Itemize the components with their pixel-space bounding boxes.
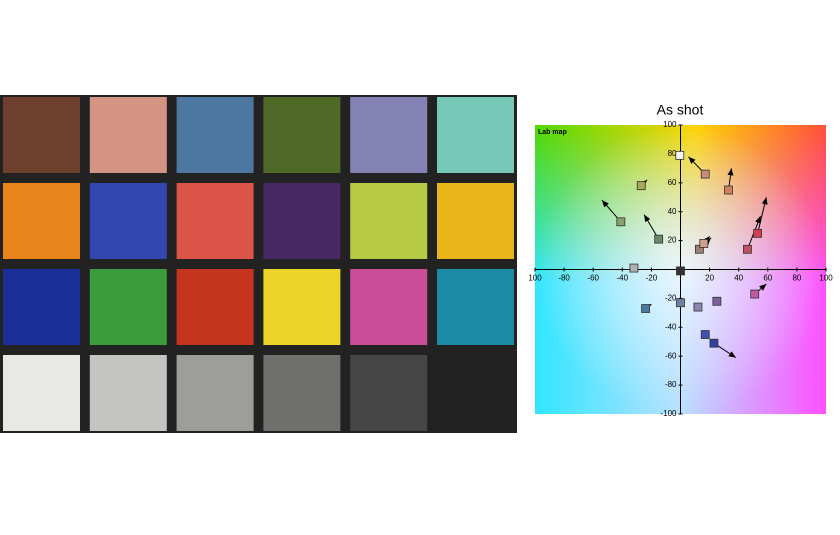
y-tick-label: 60 — [668, 178, 677, 187]
swatch — [437, 355, 514, 431]
x-tick-label: 80 — [792, 274, 801, 283]
patch-point — [616, 217, 626, 227]
patch-point — [675, 150, 685, 160]
checker-frame — [0, 95, 517, 433]
swatch — [3, 183, 80, 259]
swatch — [437, 183, 514, 259]
swatch — [263, 183, 341, 259]
patch-point — [700, 330, 710, 339]
swatch — [176, 355, 254, 431]
swatch — [3, 97, 80, 173]
patch-point — [724, 185, 733, 195]
swatch — [263, 97, 341, 173]
y-tick-label: 20 — [668, 236, 677, 245]
y-tick-label: -40 — [665, 322, 677, 331]
x-tick-label: 20 — [705, 274, 714, 283]
swatch — [263, 355, 341, 431]
swatch — [350, 97, 428, 173]
x-tick-label: 40 — [734, 274, 743, 283]
swatch — [263, 269, 341, 345]
chart-title: As shot — [657, 102, 704, 118]
swatch — [3, 269, 80, 345]
shift-arrow — [757, 197, 768, 234]
x-tick-label: -20 — [646, 274, 658, 283]
swatch — [89, 97, 167, 173]
x-tick-label: 100 — [528, 274, 542, 283]
y-tick-label: -60 — [665, 351, 677, 360]
color-checker — [3, 97, 514, 431]
y-tick-label: 40 — [668, 207, 677, 216]
x-tick-label: -40 — [617, 274, 629, 283]
x-tick-label: 100 — [819, 274, 833, 283]
swatch — [176, 97, 254, 173]
x-tick-label: -60 — [587, 274, 599, 283]
x-tick-label: 60 — [763, 274, 772, 283]
y-tick-label: -80 — [665, 380, 677, 389]
y-tick-label: 80 — [668, 149, 677, 158]
patch-point — [629, 263, 639, 273]
annotation: Lab map — [538, 129, 567, 136]
patch-point — [709, 338, 719, 348]
y-tick-label: 100 — [663, 120, 677, 129]
patch-point — [700, 169, 710, 179]
patch-point — [743, 244, 752, 254]
patch-point — [676, 298, 685, 308]
swatch — [437, 269, 514, 345]
swatch — [350, 183, 428, 259]
patch-point — [654, 234, 664, 244]
patch-point — [753, 228, 763, 238]
swatch — [176, 269, 254, 345]
patch-point — [676, 266, 685, 276]
patch-point — [750, 289, 760, 299]
y-tick-label: -20 — [665, 294, 677, 303]
patch-point — [636, 181, 646, 191]
swatch — [89, 183, 167, 259]
patch-point — [712, 296, 722, 306]
swatch — [350, 269, 428, 345]
swatch — [89, 355, 167, 431]
swatch — [3, 355, 80, 431]
plot: 100 -80 -60 -40 -20 20 40 60 80 100 -100 -80 -60 -40 -… — [528, 120, 833, 418]
patch-point — [641, 304, 650, 313]
swatch — [350, 355, 428, 431]
swatch — [89, 269, 167, 345]
swatch — [176, 183, 254, 259]
swatch — [437, 97, 514, 173]
y-tick-label: -100 — [660, 409, 677, 418]
patch-point — [693, 302, 703, 312]
x-tick-label: -80 — [558, 274, 570, 283]
patch-point — [699, 239, 709, 248]
